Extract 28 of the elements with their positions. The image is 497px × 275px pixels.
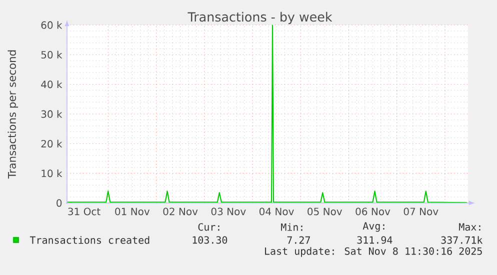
text: 103.30 — [192, 236, 228, 244]
y-tick-label: 40 k — [41, 80, 62, 88]
line-series — [67, 25, 468, 203]
x-tick-label: 06 Nov — [356, 208, 390, 216]
text: 7.27 — [287, 236, 310, 244]
x-tick-label: 04 Nov — [259, 208, 294, 216]
text: Avg: — [362, 222, 384, 232]
y-tick-label: 60 k — [41, 21, 62, 29]
x-tick-label: 02 Nov — [163, 208, 198, 216]
text: Last update: Sat Nov 8 11:30:16 2025 — [265, 247, 482, 257]
legend-label: Transactions created — [30, 236, 150, 244]
text: 337.71k — [441, 236, 483, 244]
y-tick-label: 30 k — [41, 110, 62, 118]
text: Max: — [459, 223, 480, 231]
chart-title: Transactions - by week — [188, 12, 332, 24]
x-tick-label: 03 Nov — [211, 208, 246, 216]
y-tick-label: 50 k — [41, 50, 62, 59]
x-tick-label: 05 Nov — [308, 208, 342, 216]
y-tick-label: 10 k — [42, 169, 62, 178]
text: 311.94 — [357, 236, 392, 244]
x-tick-label: 31 Oct — [68, 208, 100, 216]
text: Cur: — [198, 223, 220, 231]
text: Min: — [281, 223, 302, 231]
x-tick-label: 01 Nov — [115, 208, 150, 216]
x-tick-label: 07 Nov — [404, 208, 438, 216]
y-tick-label: 20 k — [41, 140, 62, 148]
y-axis-title: Transactions per second — [8, 50, 18, 179]
y-tick-label: 0 — [56, 199, 62, 207]
